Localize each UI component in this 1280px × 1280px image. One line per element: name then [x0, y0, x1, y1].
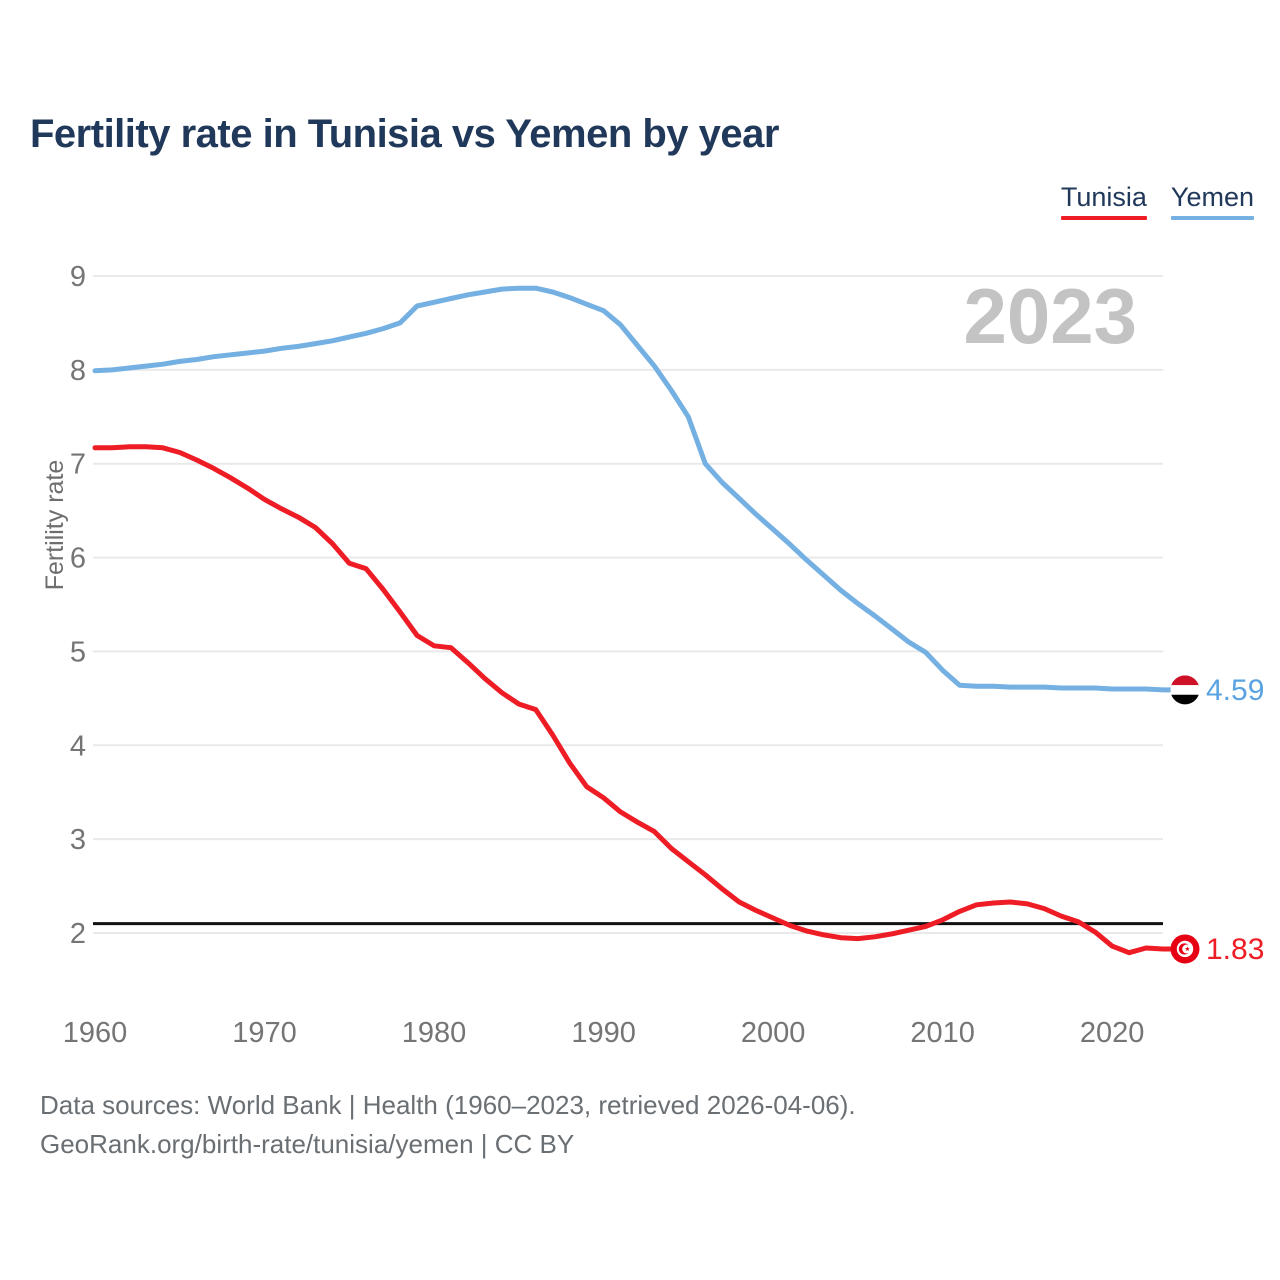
y-tick-label: 9: [70, 261, 86, 293]
x-tick-label: 1980: [402, 1017, 467, 1049]
series-line-tunisia: [95, 447, 1170, 953]
x-tick-label: 1990: [571, 1017, 636, 1049]
footer-sources: Data sources: World Bank | Health (1960–…: [40, 1086, 856, 1125]
tunisia-end-value-label: 1.83: [1206, 933, 1264, 966]
y-tick-label: 5: [70, 636, 86, 668]
watermark-year: 2023: [963, 272, 1137, 360]
y-axis-title: Fertility rate: [41, 460, 69, 591]
yemen-end-value-label: 4.59: [1206, 674, 1264, 707]
page: Fertility rate in Tunisia vs Yemen by ye…: [0, 0, 1280, 1280]
y-tick-label: 4: [70, 730, 86, 762]
y-tick-label: 8: [70, 355, 86, 387]
x-tick-label: 2010: [910, 1017, 975, 1049]
x-tick-label: 1970: [232, 1017, 297, 1049]
x-tick-label: 2000: [741, 1017, 806, 1049]
footer: Data sources: World Bank | Health (1960–…: [40, 1086, 856, 1164]
x-tick-label: 2020: [1080, 1017, 1145, 1049]
yemen-flag-icon: [1171, 675, 1200, 705]
y-tick-label: 6: [70, 543, 86, 575]
footer-attribution: GeoRank.org/birth-rate/tunisia/yemen | C…: [40, 1125, 856, 1164]
y-tick-label: 2: [70, 918, 86, 950]
y-tick-label: 3: [70, 824, 86, 856]
y-tick-label: 7: [70, 449, 86, 481]
x-tick-label: 1960: [63, 1017, 128, 1049]
tunisia-flag-icon: [1171, 934, 1200, 963]
